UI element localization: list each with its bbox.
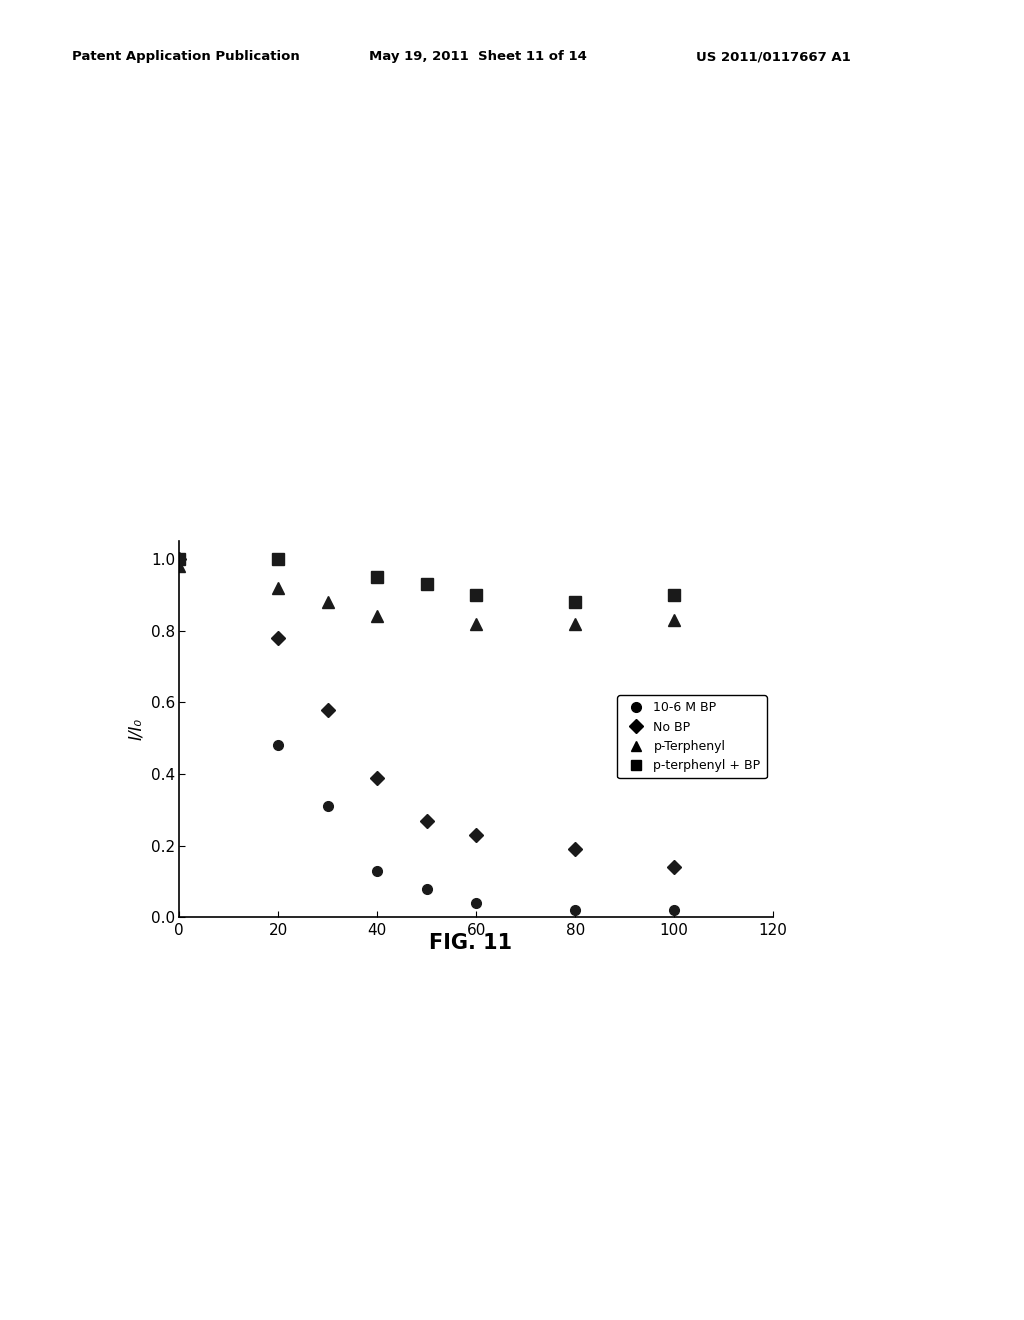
Text: May 19, 2011  Sheet 11 of 14: May 19, 2011 Sheet 11 of 14 [369,50,587,63]
Legend: 10-6 M BP, No BP, p-Terphenyl, p-terphenyl + BP: 10-6 M BP, No BP, p-Terphenyl, p-terphen… [617,696,767,779]
Text: US 2011/0117667 A1: US 2011/0117667 A1 [696,50,851,63]
Text: Patent Application Publication: Patent Application Publication [72,50,299,63]
Y-axis label: I/I₀: I/I₀ [127,718,145,741]
Text: FIG. 11: FIG. 11 [429,933,513,953]
